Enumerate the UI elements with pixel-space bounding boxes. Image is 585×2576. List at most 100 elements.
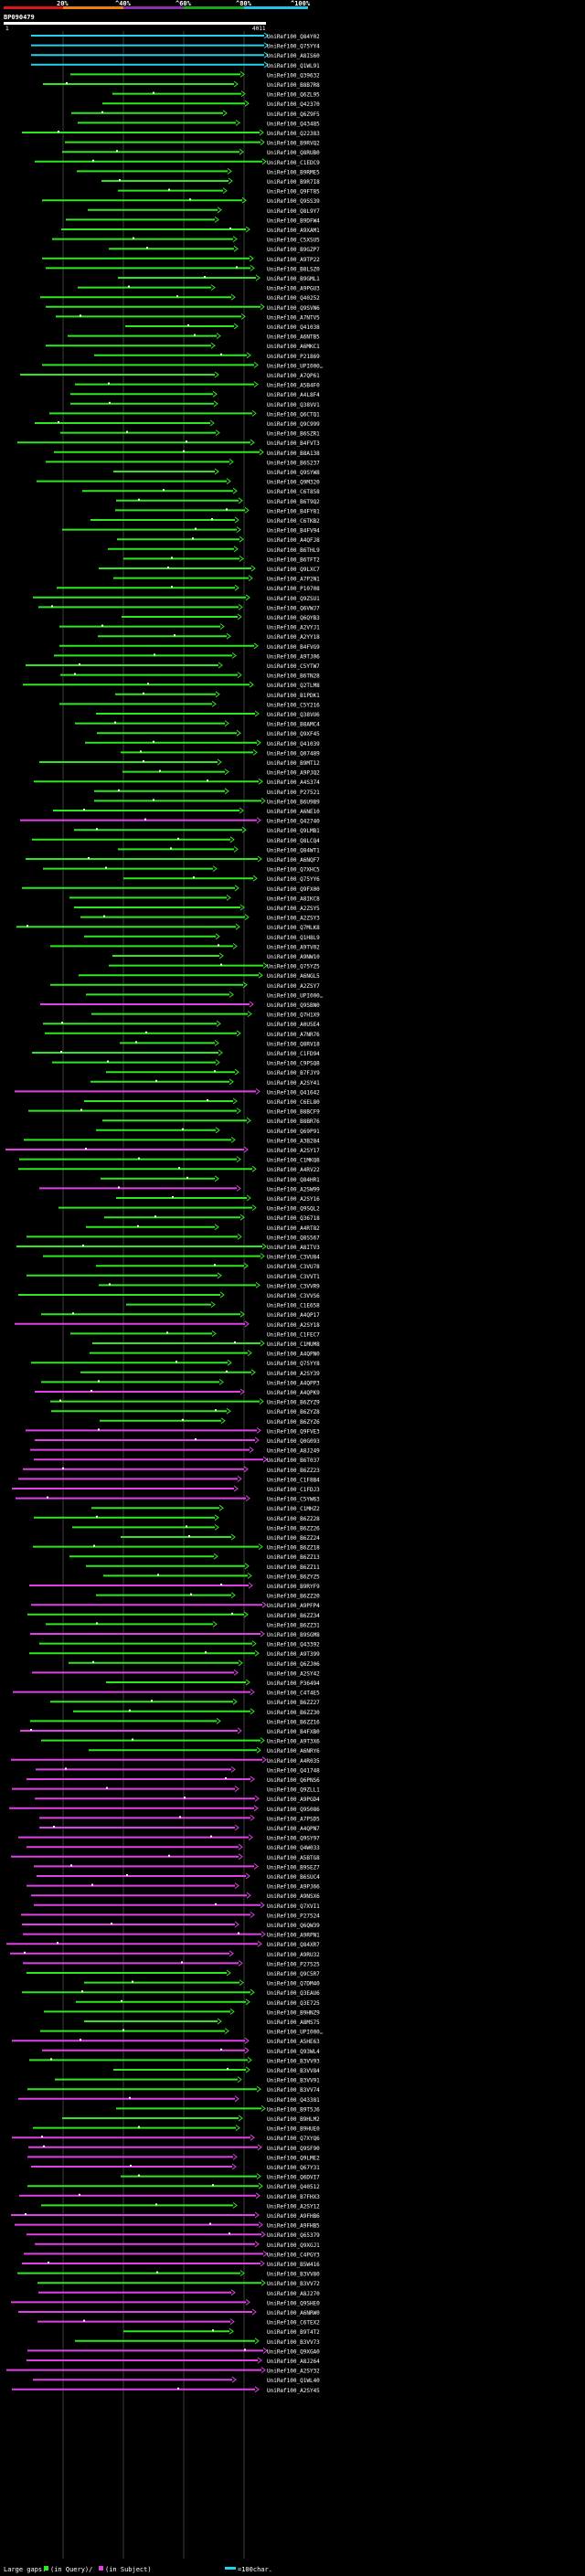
hit-label[interactable]: UniRef100_Q84XR7	[267, 1942, 320, 1948]
hit-row[interactable]: UniRef100_P27525	[23, 1960, 320, 1967]
hit-label[interactable]: UniRef100_B6S237	[267, 460, 320, 466]
hit-label[interactable]: UniRef100_A9TJ06	[267, 653, 320, 660]
hit-label[interactable]: UniRef100_Q8LCQ4	[267, 838, 320, 844]
hit-row[interactable]: UniRef100_A2SY45	[12, 2386, 320, 2394]
hit-row[interactable]: UniRef100_B3VV72	[37, 2279, 320, 2287]
hit-row[interactable]: UniRef100_Q7H1X9	[91, 1011, 320, 1019]
hit-label[interactable]: UniRef100_A4QFJ8	[267, 537, 320, 544]
hit-label[interactable]: UniRef100_A0U5E4	[267, 1022, 320, 1028]
hit-label[interactable]: UniRef100_B6ZZ26	[267, 1525, 320, 1532]
hit-label[interactable]: UniRef100_A9RPN1	[267, 1933, 320, 1939]
hit-row[interactable]: UniRef100_A2ZSY5	[74, 904, 320, 912]
hit-row[interactable]: UniRef100_Q9LXC7	[99, 565, 320, 573]
hit-label[interactable]: UniRef100_Q6VWJ7	[267, 605, 320, 611]
hit-label[interactable]: UniRef100_Q9SHE0	[267, 2300, 320, 2306]
hit-label[interactable]: UniRef100_Q40512	[267, 2184, 320, 2190]
hit-row[interactable]: UniRef100_A9T3X6	[41, 1737, 320, 1745]
hit-row[interactable]: UniRef100_A9PFP4	[31, 1601, 320, 1609]
hit-label[interactable]: UniRef100_B9R7I8	[267, 179, 320, 186]
hit-row[interactable]: UniRef100_B9T4T2	[123, 2327, 320, 2336]
hit-row[interactable]: UniRef100_Q9SY97	[18, 1834, 320, 1842]
hit-row[interactable]: UniRef100_B9T5J6	[116, 2105, 320, 2113]
hit-label[interactable]: UniRef100_A9T399	[267, 1651, 320, 1658]
hit-label[interactable]: UniRef100_B6ZZ23	[267, 1468, 320, 1474]
hit-label[interactable]: UniRef100_Q42740	[267, 819, 320, 825]
hit-row[interactable]: UniRef100_B9R7I8	[101, 177, 320, 186]
hit-label[interactable]: UniRef100_A6NRW0	[267, 2310, 320, 2316]
hit-label[interactable]: UniRef100_A9TP22	[267, 257, 320, 263]
hit-label[interactable]: UniRef100_C5XSU5	[267, 238, 320, 244]
hit-row[interactable]: UniRef100_Q9SBN0	[40, 1001, 320, 1009]
hit-row[interactable]: UniRef100_B8AMC4	[75, 720, 320, 728]
hit-label[interactable]: UniRef100_Q38VV1	[267, 402, 320, 408]
hit-row[interactable]: UniRef100_A6NRY6	[89, 1746, 320, 1754]
hit-row[interactable]: UniRef100_A6NGL5	[79, 971, 320, 980]
hit-row[interactable]: UniRef100_B6ZZ18	[33, 1543, 320, 1552]
hit-label[interactable]: UniRef100_B9RME5	[267, 169, 320, 175]
hit-row[interactable]: UniRef100_Q2TLM8	[23, 681, 320, 689]
hit-row[interactable]: UniRef100_B6ZZ27	[50, 1698, 320, 1706]
hit-row[interactable]: UniRef100_A6NE10	[53, 807, 320, 815]
hit-row[interactable]: UniRef100_A9XAM1	[61, 226, 320, 234]
hit-label[interactable]: UniRef100_B6ZZ31	[267, 1622, 320, 1628]
hit-row[interactable]: UniRef100_B8LSZ0	[46, 265, 320, 272]
hit-row[interactable]: UniRef100_A2SW99	[39, 1185, 320, 1193]
hit-label[interactable]: UniRef100_Q9FVE3	[267, 1428, 320, 1435]
hit-label[interactable]: UniRef100_B6ZYZ9	[267, 1400, 320, 1406]
hit-label[interactable]: UniRef100_A2SY39	[267, 1371, 320, 1377]
hit-label[interactable]: UniRef100_B6SZR1	[267, 431, 320, 438]
hit-label[interactable]: UniRef100_B6THL9	[267, 547, 320, 554]
hit-row[interactable]: UniRef100_Q65379	[27, 2231, 320, 2239]
hit-row[interactable]: UniRef100_A5HE63	[12, 2037, 320, 2045]
hit-label[interactable]: UniRef100_C1F8B4	[267, 1477, 320, 1483]
hit-row[interactable]: UniRef100_B6ZZ26	[72, 1524, 320, 1532]
hit-row[interactable]: UniRef100_A7QP61	[20, 371, 320, 379]
hit-label[interactable]: UniRef100_B8LSZ0	[267, 266, 320, 272]
hit-row[interactable]: UniRef100_C1MKQ8	[19, 1156, 320, 1164]
hit-row[interactable]: UniRef100_A9FHB5	[15, 2221, 320, 2230]
hit-label[interactable]: UniRef100_A5HE63	[267, 2039, 320, 2045]
hit-label[interactable]: UniRef100_B9MT12	[267, 760, 320, 767]
hit-row[interactable]: UniRef100_A9NW10	[112, 952, 320, 960]
hit-row[interactable]: UniRef100_A8J264	[27, 2357, 320, 2365]
hit-label[interactable]: UniRef100_Q0G093	[267, 1438, 320, 1445]
hit-row[interactable]: UniRef100_P10708	[57, 584, 320, 592]
hit-row[interactable]: UniRef100_C1FD94	[32, 1049, 320, 1057]
hit-label[interactable]: UniRef100_Q75YZ5	[267, 964, 320, 970]
hit-label[interactable]: UniRef100_Q75YY6	[267, 876, 320, 883]
hit-label[interactable]: UniRef100_P27525	[267, 1961, 320, 1967]
hit-row[interactable]: UniRef100_C5Y216	[59, 701, 320, 708]
hit-row[interactable]: UniRef100_A4QPN0	[90, 1350, 320, 1358]
hit-label[interactable]: UniRef100_P36494	[267, 1680, 320, 1687]
hit-row[interactable]: UniRef100_B6THL9	[108, 546, 320, 554]
hit-label[interactable]: UniRef100_Q84Y02	[267, 34, 320, 40]
hit-label[interactable]: UniRef100_C3VU78	[267, 1264, 320, 1270]
hit-label[interactable]: UniRef100_Q43485	[267, 121, 320, 127]
hit-row[interactable]: UniRef100_B4FVT3	[17, 439, 320, 447]
hit-row[interactable]: UniRef100_C9PSQ8	[52, 1059, 320, 1067]
hit-label[interactable]: UniRef100_A9PGU3	[267, 286, 320, 292]
hit-row[interactable]: UniRef100_A2SY12	[41, 2202, 320, 2210]
hit-row[interactable]: UniRef100_Q7XVI1	[34, 1902, 320, 1910]
hit-label[interactable]: UniRef100_B6ZZ20	[267, 1594, 320, 1600]
hit-label[interactable]: UniRef100_A7P2N1	[267, 577, 320, 583]
hit-label[interactable]: UniRef100_B4FVT3	[267, 440, 320, 447]
hit-row[interactable]: UniRef100_A2SY16	[116, 1194, 320, 1203]
hit-row[interactable]: UniRef100_B7FHX3	[19, 2192, 320, 2200]
hit-row[interactable]: UniRef100_C1F8B4	[18, 1476, 320, 1483]
hit-row[interactable]: UniRef100_B9SEZ7	[34, 1863, 320, 1871]
hit-label[interactable]: UniRef100_A7NTV5	[267, 314, 320, 321]
hit-row[interactable]: UniRef100_Q8L9Y7	[88, 207, 320, 215]
hit-label[interactable]: UniRef100_A9RU32	[267, 1952, 320, 1958]
hit-label[interactable]: UniRef100_B3VV72	[267, 2281, 320, 2287]
hit-label[interactable]: UniRef100_Q9SVN6	[267, 305, 320, 312]
hit-label[interactable]: UniRef100_C1MUM8	[267, 1341, 320, 1348]
hit-label[interactable]: UniRef100_B6ZZ30	[267, 1710, 320, 1716]
hit-row[interactable]: UniRef100_Q6VWJ7	[38, 604, 320, 611]
hit-row[interactable]: UniRef100_A2SY39	[80, 1369, 320, 1377]
hit-row[interactable]: UniRef100_B3VV73	[75, 2337, 320, 2346]
hit-label[interactable]: UniRef100_B5W416	[267, 2262, 320, 2268]
hit-row[interactable]: UniRef100_Q8LCQ4	[32, 836, 320, 844]
hit-row[interactable]: UniRef100_Q41039	[85, 739, 320, 747]
hit-label[interactable]: UniRef100_B9GZP7	[267, 247, 320, 253]
